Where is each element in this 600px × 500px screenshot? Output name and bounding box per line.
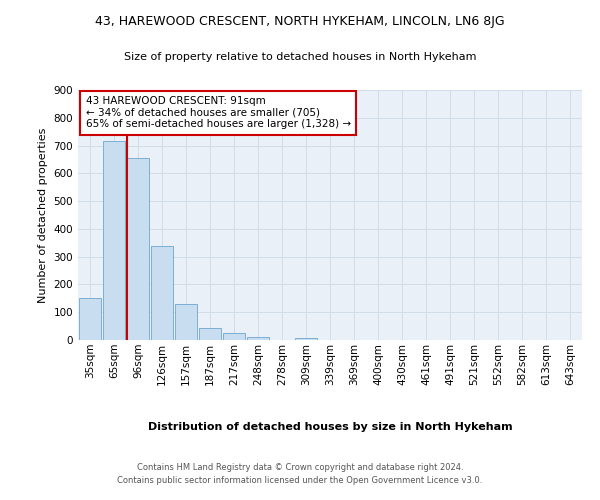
- Bar: [247, 337, 269, 340]
- Text: Size of property relative to detached houses in North Hykeham: Size of property relative to detached ho…: [124, 52, 476, 62]
- Text: 43 HAREWOOD CRESCENT: 91sqm
← 34% of detached houses are smaller (705)
65% of se: 43 HAREWOOD CRESCENT: 91sqm ← 34% of det…: [86, 96, 350, 130]
- Bar: [103, 142, 125, 340]
- Text: Contains HM Land Registry data © Crown copyright and database right 2024.: Contains HM Land Registry data © Crown c…: [137, 462, 463, 471]
- Text: Distribution of detached houses by size in North Hykeham: Distribution of detached houses by size …: [148, 422, 512, 432]
- Bar: [295, 338, 317, 340]
- Bar: [127, 158, 149, 340]
- Bar: [79, 298, 101, 340]
- Bar: [199, 328, 221, 340]
- Y-axis label: Number of detached properties: Number of detached properties: [38, 128, 48, 302]
- Bar: [175, 304, 197, 340]
- Text: 43, HAREWOOD CRESCENT, NORTH HYKEHAM, LINCOLN, LN6 8JG: 43, HAREWOOD CRESCENT, NORTH HYKEHAM, LI…: [95, 15, 505, 28]
- Bar: [223, 332, 245, 340]
- Bar: [151, 246, 173, 340]
- Text: Contains public sector information licensed under the Open Government Licence v3: Contains public sector information licen…: [118, 476, 482, 485]
